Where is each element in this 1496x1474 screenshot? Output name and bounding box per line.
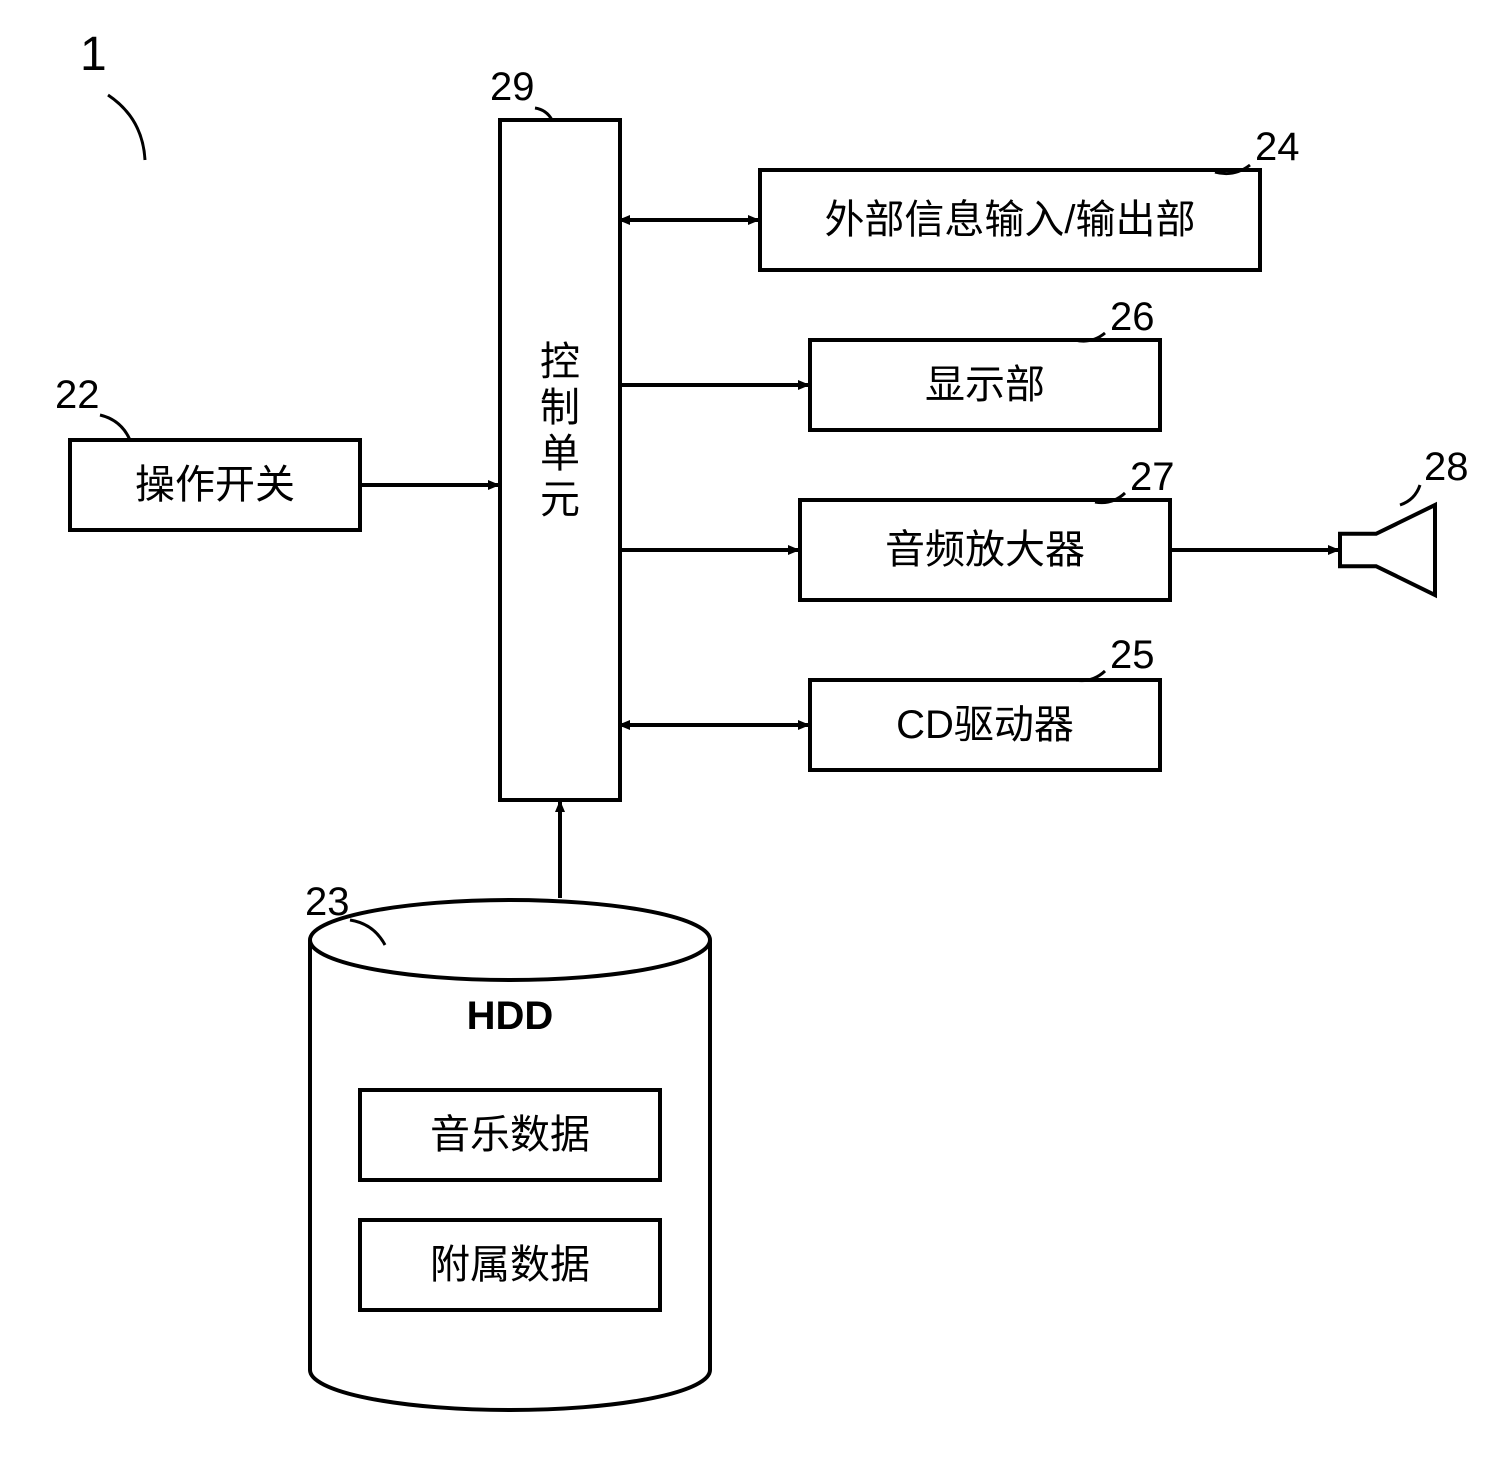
- ref-tick-28: [1400, 485, 1420, 505]
- amplifier-label: 音频放大器: [885, 528, 1085, 572]
- hdd-label: HDD: [467, 994, 554, 1038]
- control-unit-label: 控制单元: [540, 340, 580, 522]
- ref-26: 26: [1110, 295, 1155, 339]
- ref-28: 28: [1424, 445, 1469, 489]
- hdd-inner-0-label: 音乐数据: [430, 1113, 590, 1157]
- ref-1: 1: [80, 28, 107, 81]
- hdd-inner-1-label: 附属数据: [430, 1243, 590, 1287]
- ref-27: 27: [1130, 455, 1175, 499]
- speaker-icon: [1340, 505, 1435, 595]
- ref-tick-1: [108, 95, 145, 160]
- ext_io-label: 外部信息输入/输出部: [824, 198, 1195, 242]
- ref-24: 24: [1255, 125, 1300, 169]
- ref-25: 25: [1110, 633, 1155, 677]
- operation_switch-label: 操作开关: [135, 463, 295, 507]
- ref-29: 29: [490, 65, 535, 109]
- ref-tick-22: [100, 415, 130, 440]
- ref-23: 23: [305, 880, 350, 924]
- ref-tick-23: [350, 920, 385, 945]
- display-label: 显示部: [925, 363, 1045, 407]
- ref-22: 22: [55, 373, 100, 417]
- cd_drive-label: CD驱动器: [896, 703, 1074, 747]
- hdd-top: [310, 900, 710, 980]
